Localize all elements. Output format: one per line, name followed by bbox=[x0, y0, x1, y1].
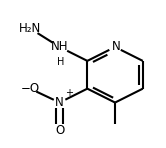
Text: N: N bbox=[55, 96, 64, 109]
Text: H: H bbox=[57, 57, 64, 67]
Text: O: O bbox=[55, 124, 64, 137]
Text: +: + bbox=[65, 88, 73, 98]
Text: H₂N: H₂N bbox=[19, 22, 41, 35]
Text: NH: NH bbox=[51, 41, 68, 53]
Text: −O: −O bbox=[21, 82, 40, 95]
Text: N: N bbox=[112, 40, 120, 53]
